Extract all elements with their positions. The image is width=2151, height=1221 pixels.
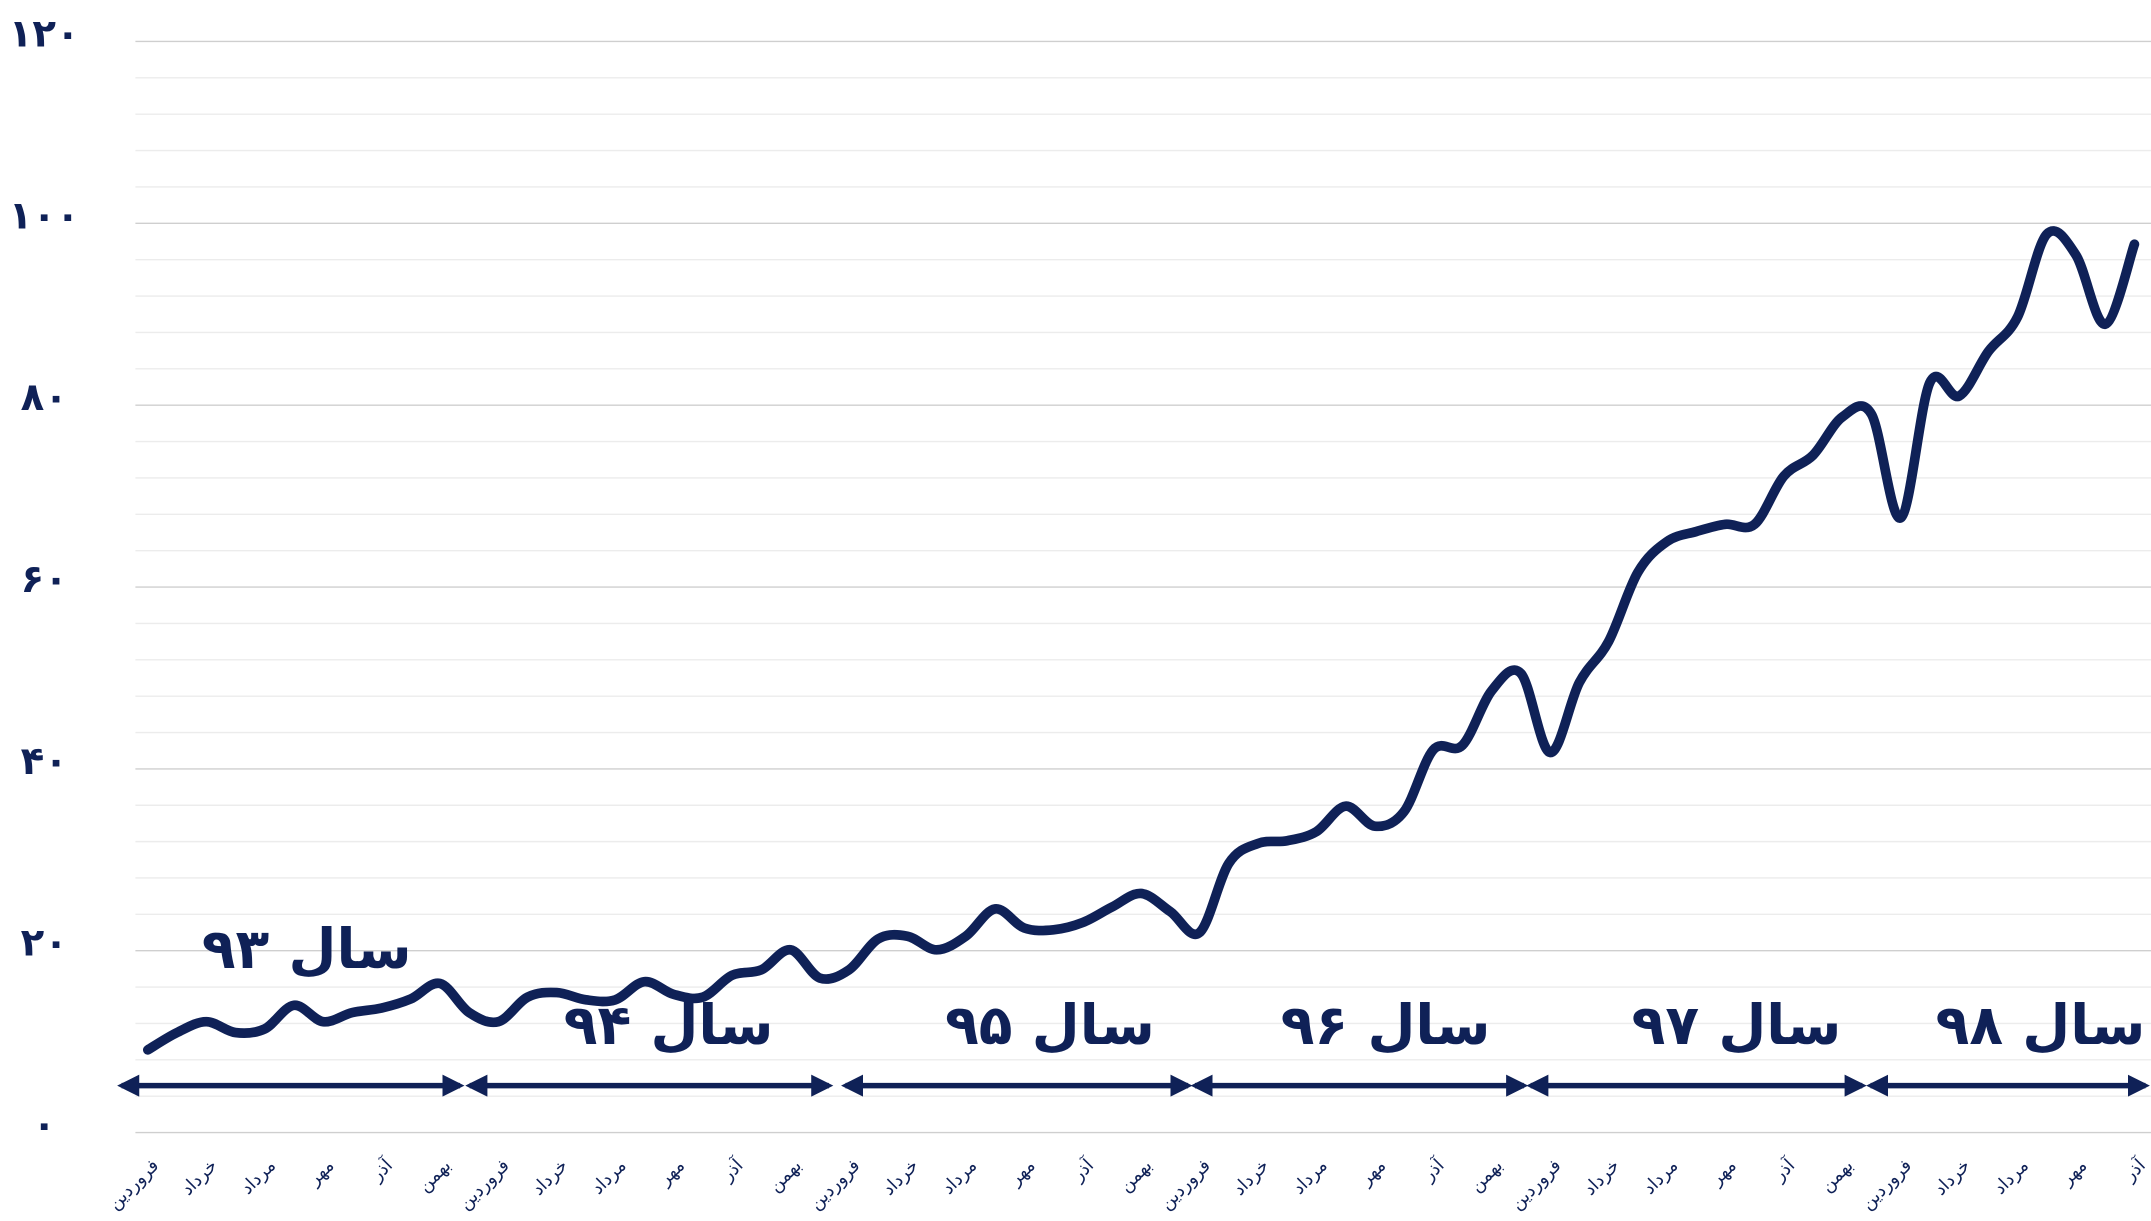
x-tick-label: بهمن (1115, 1155, 1156, 1196)
x-tick-label: آذر (715, 1153, 748, 1186)
x-tick-label: مهر (303, 1155, 338, 1190)
x-tick-label: مهر (1004, 1155, 1039, 1190)
x-tick-label: مهر (2056, 1155, 2091, 1190)
x-tick-label: مرداد (1639, 1155, 1682, 1198)
y-tick-label: ۱۲۰ (9, 11, 80, 56)
line-series (142, 226, 2140, 1055)
x-tick-label: خرداد (1579, 1155, 1624, 1200)
year-label: سال ۹۳ (202, 918, 412, 982)
x-tick-label: آذر (2118, 1153, 2151, 1186)
year-label: سال ۹۸ (1936, 994, 2146, 1058)
x-tick-label: فروردین (455, 1155, 514, 1214)
y-tick-label: ۴۰ (21, 739, 68, 784)
x-tick-label: خرداد (1229, 1155, 1274, 1200)
x-tick-label: فروردین (1506, 1155, 1565, 1214)
x-tick-label: خرداد (878, 1155, 923, 1200)
x-tick-label: بهمن (414, 1155, 455, 1196)
x-tick-label: مرداد (237, 1155, 280, 1198)
y-tick-label: ۲۰ (21, 921, 68, 966)
y-tick-label: ۰ (32, 1103, 56, 1148)
x-tick-label: مهر (1355, 1155, 1390, 1190)
x-tick-label: خرداد (177, 1155, 222, 1200)
x-tick-label: آذر (1767, 1153, 1800, 1186)
year-label: سال ۹۶ (1281, 994, 1491, 1058)
y-tick-label: ۸۰ (21, 375, 68, 420)
x-tick-label: مهر (654, 1155, 689, 1190)
x-tick-label: خرداد (1930, 1155, 1975, 1200)
x-tick-label: مرداد (1989, 1155, 2032, 1198)
x-tick-label: مرداد (587, 1155, 630, 1198)
x-tick-label: بهمن (1466, 1155, 1507, 1196)
x-tick-label: خرداد (528, 1155, 573, 1200)
year-label: سال ۹۷ (1632, 994, 1842, 1058)
x-tick-label: فروردین (805, 1155, 864, 1214)
x-tick-label: آذر (365, 1153, 398, 1186)
x-tick-label: فروردین (1156, 1155, 1215, 1214)
x-tick-label: فروردین (104, 1155, 163, 1214)
x-tick-label: آذر (1066, 1153, 1099, 1186)
x-tick-label: مهر (1706, 1155, 1741, 1190)
x-tick-label: مرداد (938, 1155, 981, 1198)
x-tick-label: بهمن (765, 1155, 806, 1196)
x-tick-label: آذر (1416, 1153, 1449, 1186)
x-tick-label: بهمن (1816, 1155, 1857, 1196)
x-tick-label: مرداد (1288, 1155, 1331, 1198)
y-tick-label: ۶۰ (21, 557, 68, 602)
year-label: سال ۹۵ (945, 994, 1155, 1058)
x-tick-label: فروردین (1857, 1155, 1916, 1214)
y-tick-label: ۱۰۰ (9, 193, 80, 238)
